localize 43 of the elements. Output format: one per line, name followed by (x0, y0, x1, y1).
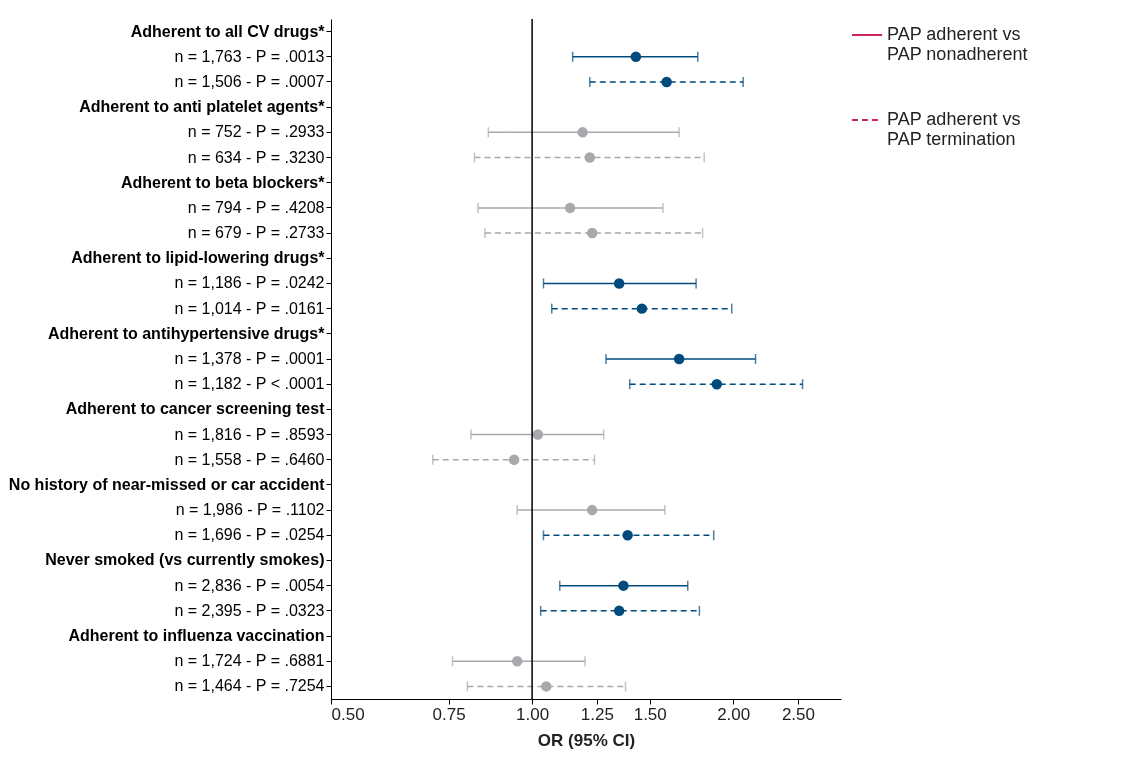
x-tick-label: 2.00 (717, 704, 751, 724)
y-tick-label: Adherent to cancer screening test (65, 400, 326, 418)
y-tick-label: n = 1,558 - P = .6460 (174, 450, 325, 468)
y-tick-label: n = 1,816 - P = .8593 (174, 425, 325, 443)
y-tick-label: n = 794 - P = .4208 (187, 198, 325, 216)
x-tick-label: 1.00 (516, 704, 550, 724)
y-tick-label: n = 1,464 - P = .7254 (174, 677, 325, 695)
point (636, 303, 648, 314)
text: PAP adherent vs PAP nonadherent (887, 24, 1028, 64)
y-tick-label: n = 1,378 - P = .0001 (174, 350, 325, 367)
y-tick-label: n = 1,724 - P = .6881 (174, 652, 325, 670)
x-tick-label: 0.75 (432, 704, 466, 724)
y-tick-label: Adherent to all CV drugs* (130, 22, 326, 40)
x-tick-label: 0.50 (331, 704, 365, 724)
y-tick-label: Adherent to influenza vaccination (68, 627, 325, 645)
y-tick-label: Adherent to antihypertensive drugs* (48, 324, 326, 342)
point (586, 504, 598, 516)
y-tick-label: Adherent to beta blockers* (120, 173, 326, 191)
y-tick-label: n = 2,836 - P = .0054 (174, 576, 325, 594)
y-tick-label: No history of near-missed or car accident (8, 475, 326, 493)
point (613, 605, 625, 617)
y-tick-label: n = 2,395 - P = .0323 (174, 601, 325, 619)
y-tick-label: n = 752 - P = .2933 (187, 123, 325, 141)
x-tick-label: 2.50 (781, 704, 815, 724)
y-tick-label: n = 1,986 - P = .1102 (175, 501, 325, 519)
point (622, 530, 633, 541)
y-tick-label: n = 634 - P = .3230 (187, 148, 325, 166)
y-tick-label: n = 1,186 - P = .0242 (174, 274, 325, 292)
y-tick-label: n = 1,182 - P < .0001 (174, 375, 325, 393)
y-tick-label: n = 1,014 - P = .0161 (174, 299, 325, 317)
y-tick-label: Adherent to lipid-lowering drugs* (71, 249, 326, 267)
y-tick-label: n = 679 - P = .2733 (187, 224, 325, 242)
point (577, 127, 588, 138)
x-tick-label: 1.25 (580, 704, 614, 724)
text: PAP adherent vs PAP termination (887, 109, 1021, 149)
y-tick-label: Never smoked (vs currently smokes) (45, 551, 325, 569)
point (564, 202, 576, 214)
x-tick-label: 1.50 (633, 704, 667, 724)
y-tick-label: Adherent to anti platelet agents* (79, 98, 326, 116)
y-tick-label: n = 1,763 - P = .0013 (174, 47, 325, 65)
y-tick-label: n = 1,696 - P = .0254 (174, 526, 325, 544)
x-axis-title: OR (95% CI) (537, 730, 636, 750)
y-tick-label: n = 1,506 - P = .0007 (174, 72, 325, 90)
